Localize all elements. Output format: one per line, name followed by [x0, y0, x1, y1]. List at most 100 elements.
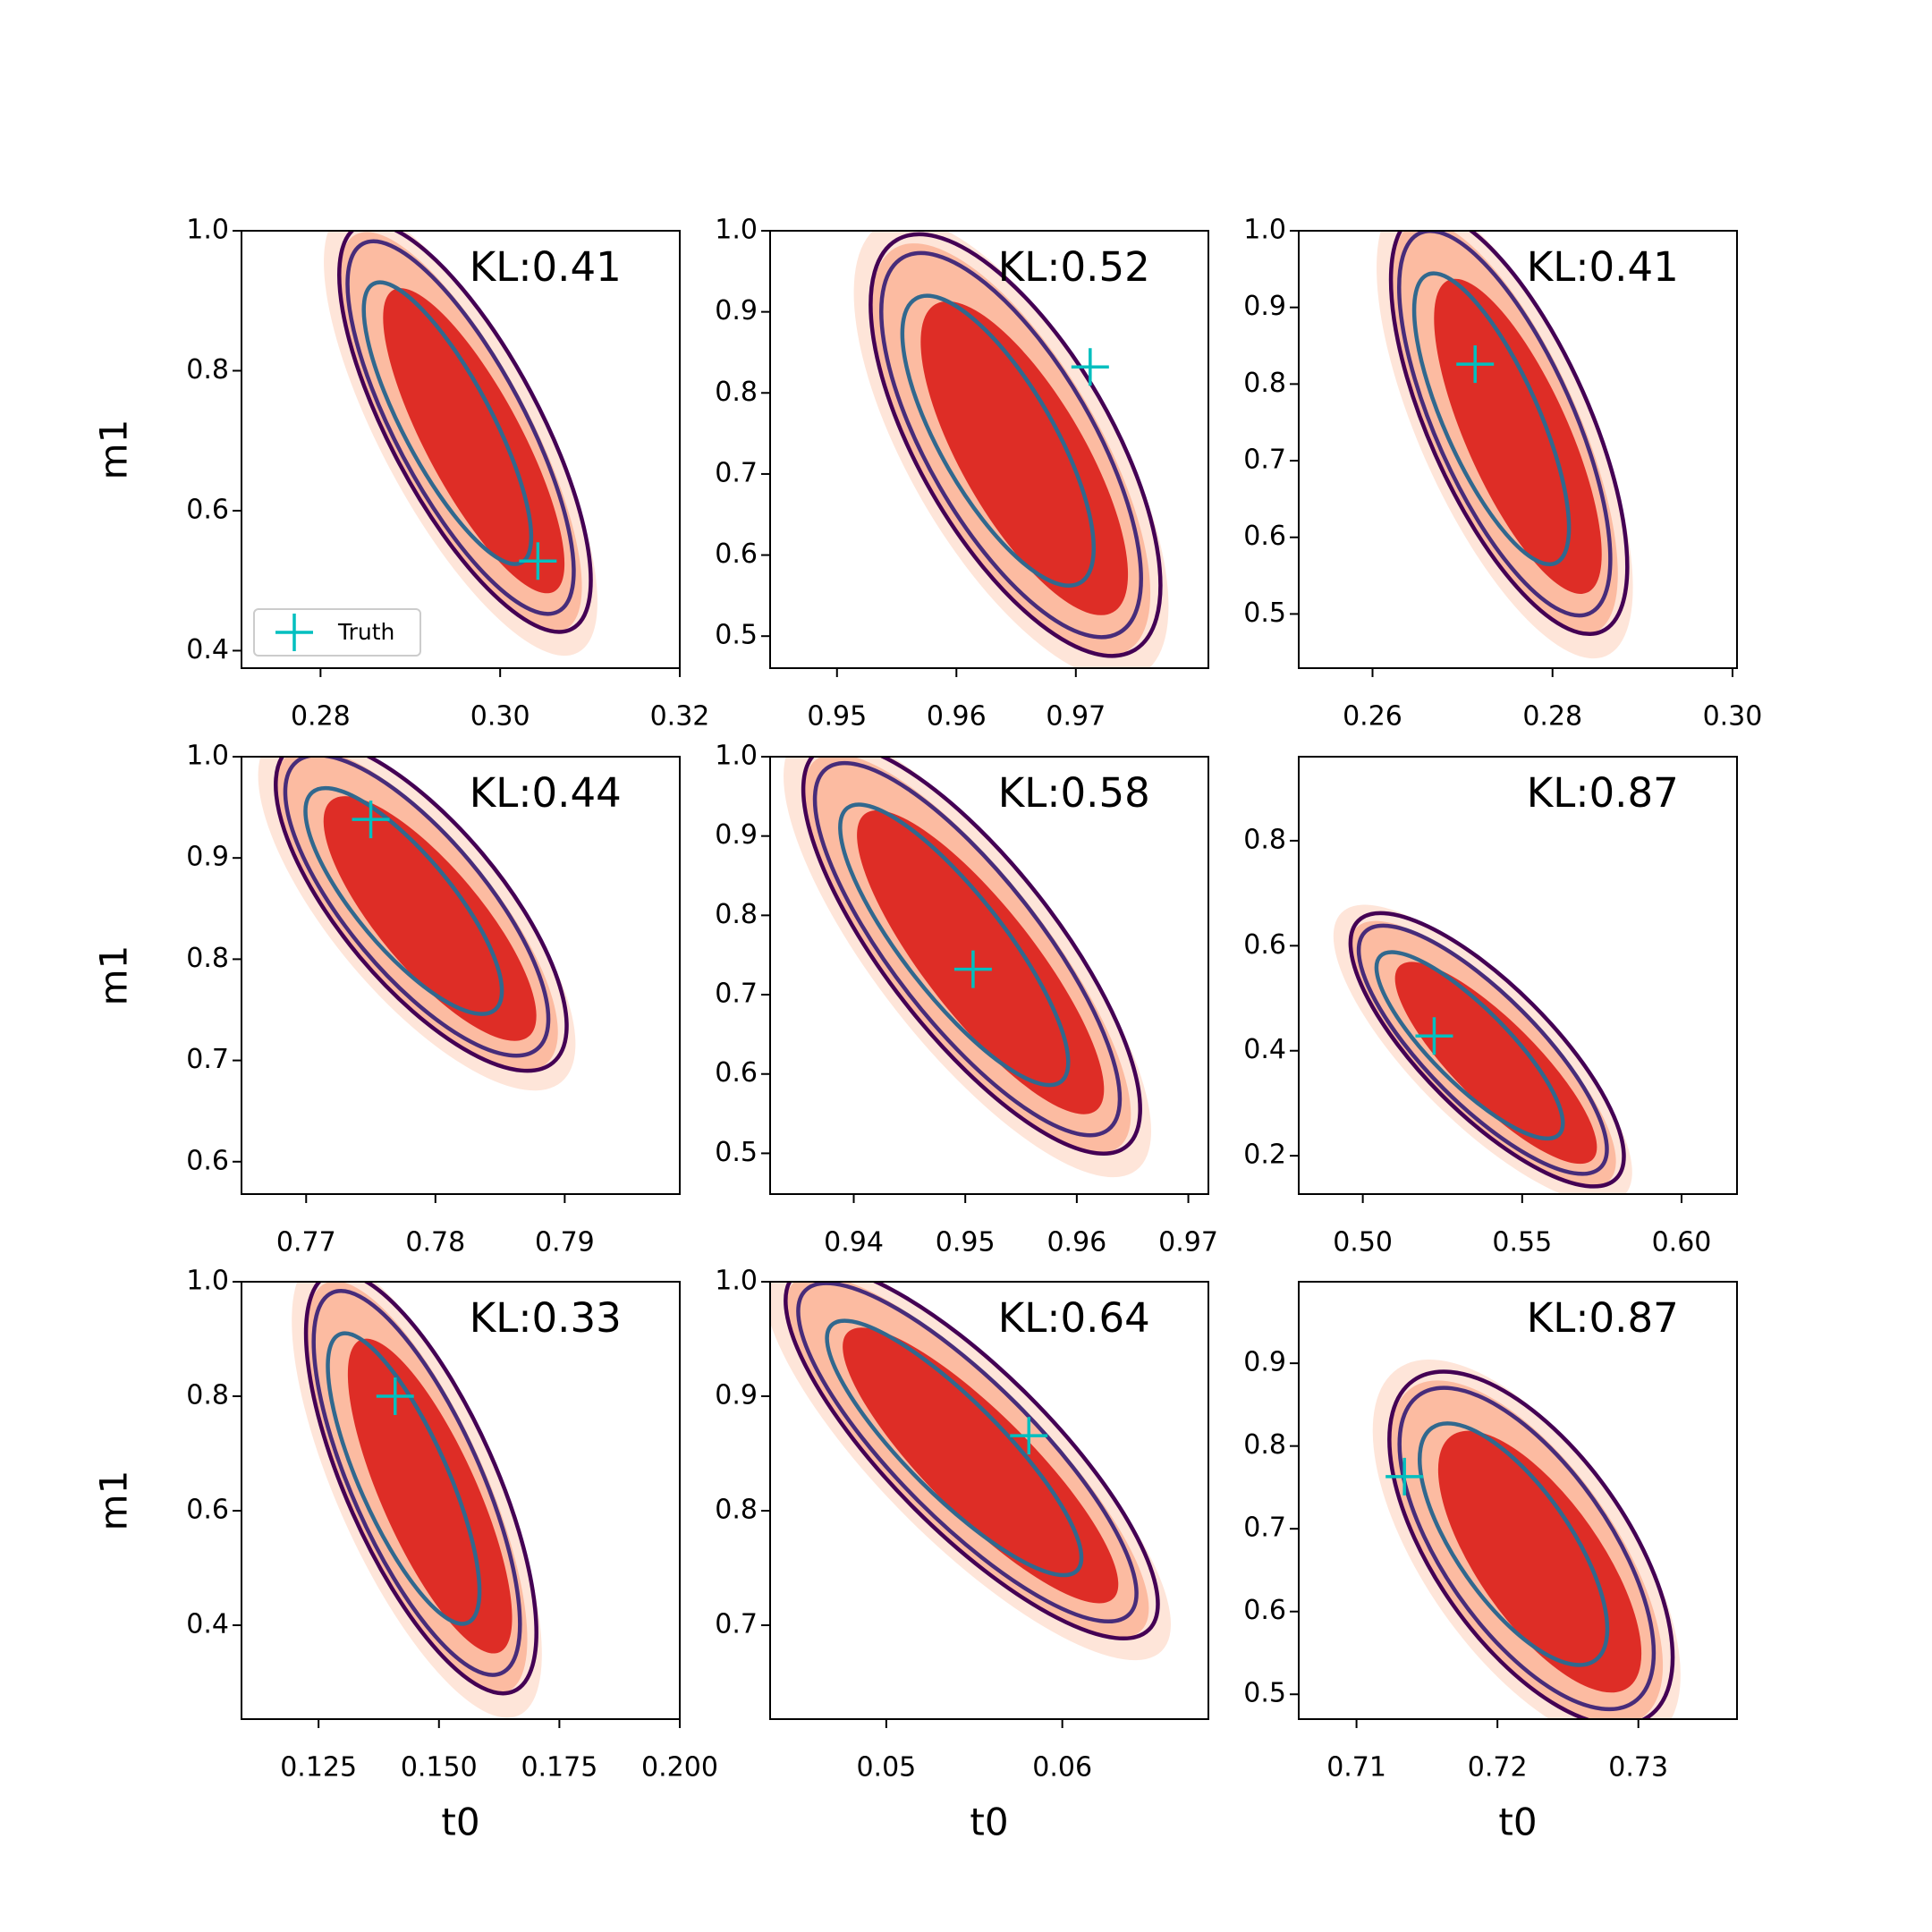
truth-marker	[953, 950, 992, 988]
x-tick-label: 0.30	[1703, 701, 1763, 733]
y-tick-label: 1.0	[186, 741, 229, 772]
density-fill	[920, 301, 1129, 615]
x-tick-label: 0.06	[1032, 1752, 1092, 1784]
y-tick-label: 0.7	[715, 979, 758, 1010]
plot-area	[1333, 904, 1632, 1194]
density-contour	[796, 1282, 1139, 1624]
annotation: KL:0.44	[470, 769, 622, 817]
y-tick-label: 1.0	[186, 1266, 229, 1297]
y-tick-label: 0.6	[1243, 1595, 1286, 1626]
y-tick-label: 0.9	[186, 842, 229, 873]
plot-area	[258, 757, 576, 1091]
x-tick-label: 0.97	[1046, 701, 1106, 733]
annotation: KL:0.64	[998, 1294, 1150, 1342]
y-tick-label: 0.6	[1243, 521, 1286, 552]
x-tick-label: 0.28	[291, 701, 351, 733]
y-tick-label: 0.9	[1243, 1347, 1286, 1378]
legend-marker	[275, 614, 313, 651]
x-tick-label: 0.71	[1326, 1752, 1386, 1784]
density-contour	[1356, 923, 1609, 1176]
x-tick-label: 0.95	[807, 701, 867, 733]
density-contour	[326, 1331, 482, 1626]
y-tick-label: 0.9	[1243, 291, 1286, 322]
y-tick-label: 0.6	[715, 1057, 758, 1089]
y-tick-label: 0.8	[715, 1495, 758, 1526]
density-contour	[869, 232, 1163, 658]
y-tick-label: 0.6	[1243, 929, 1286, 961]
x-tick-label: 0.96	[1046, 1227, 1106, 1258]
y-tick-label: 0.6	[186, 494, 229, 525]
annotation: KL:0.33	[470, 1294, 622, 1342]
y-tick-label: 0.9	[715, 819, 758, 851]
truth-marker	[1415, 1017, 1453, 1055]
annotation: KL:0.58	[998, 769, 1150, 817]
density-contour	[812, 760, 1123, 1138]
x-axis-label: t0	[441, 1801, 479, 1844]
legend-label: Truth	[337, 619, 394, 645]
y-axis-label: m1	[92, 419, 136, 480]
x-tick-label: 0.28	[1522, 701, 1582, 733]
x-tick-label: 0.200	[641, 1752, 718, 1784]
truth-marker	[1071, 348, 1109, 386]
annotation: KL:0.52	[998, 243, 1150, 291]
x-tick-label: 0.175	[521, 1752, 597, 1784]
density-fill	[857, 809, 1105, 1114]
axes-frame	[1298, 230, 1738, 669]
axes-frame	[241, 756, 681, 1195]
y-tick-label: 1.0	[715, 215, 758, 246]
x-tick-label: 0.78	[405, 1227, 465, 1258]
axes-frame	[241, 230, 681, 669]
density-contour	[900, 293, 1097, 588]
density-contour	[303, 1282, 538, 1696]
y-tick-label: 0.6	[186, 1145, 229, 1176]
y-tick-label: 0.8	[715, 377, 758, 408]
y-tick-label: 1.0	[186, 215, 229, 246]
y-axis-label: m1	[92, 945, 136, 1006]
x-tick-label: 0.50	[1333, 1227, 1393, 1258]
y-tick-label: 1.0	[1243, 215, 1286, 246]
x-tick-label: 0.60	[1652, 1227, 1712, 1258]
y-tick-label: 0.4	[186, 1609, 229, 1640]
axes-frame	[1298, 756, 1738, 1195]
y-tick-label: 0.8	[186, 1380, 229, 1411]
y-tick-label: 0.8	[715, 899, 758, 930]
axes-frame	[769, 230, 1209, 669]
axes-frame	[241, 1281, 681, 1720]
density-contour	[274, 757, 569, 1073]
y-tick-label: 0.7	[186, 1044, 229, 1075]
density-contour	[1388, 231, 1630, 637]
truth-marker	[519, 542, 557, 580]
y-tick-label: 0.7	[1243, 445, 1286, 476]
truth-marker	[1010, 1417, 1048, 1455]
y-tick-label: 0.7	[1243, 1513, 1286, 1544]
y-tick-label: 0.8	[186, 354, 229, 386]
density-contour	[825, 1318, 1084, 1578]
density-contour	[1348, 911, 1626, 1189]
y-tick-label: 0.4	[1243, 1034, 1286, 1065]
x-tick-label: 0.05	[856, 1752, 916, 1784]
y-tick-label: 1.0	[715, 1266, 758, 1297]
annotation: KL:0.87	[1527, 769, 1679, 817]
y-tick-label: 0.5	[1243, 597, 1286, 629]
y-tick-label: 0.8	[1243, 824, 1286, 855]
y-tick-label: 0.5	[715, 620, 758, 651]
density-contour	[345, 239, 576, 616]
density-contour	[1397, 1385, 1657, 1712]
y-tick-label: 0.8	[1243, 1429, 1286, 1461]
density-contour	[303, 785, 504, 1016]
y-axis-label: m1	[92, 1470, 136, 1531]
y-tick-label: 0.4	[186, 634, 229, 665]
x-tick-label: 0.96	[927, 701, 987, 733]
axes-frame	[1298, 1281, 1738, 1720]
x-tick-label: 0.95	[936, 1227, 996, 1258]
density-fill	[323, 796, 537, 1041]
x-tick-label: 0.32	[650, 701, 710, 733]
density-contour	[838, 802, 1071, 1088]
y-tick-label: 0.8	[1243, 368, 1286, 399]
x-tick-label: 0.125	[280, 1752, 357, 1784]
x-tick-label: 0.150	[401, 1752, 478, 1784]
density-contour	[1387, 1369, 1675, 1719]
x-tick-label: 0.77	[276, 1227, 336, 1258]
plot-area	[770, 1282, 1172, 1661]
